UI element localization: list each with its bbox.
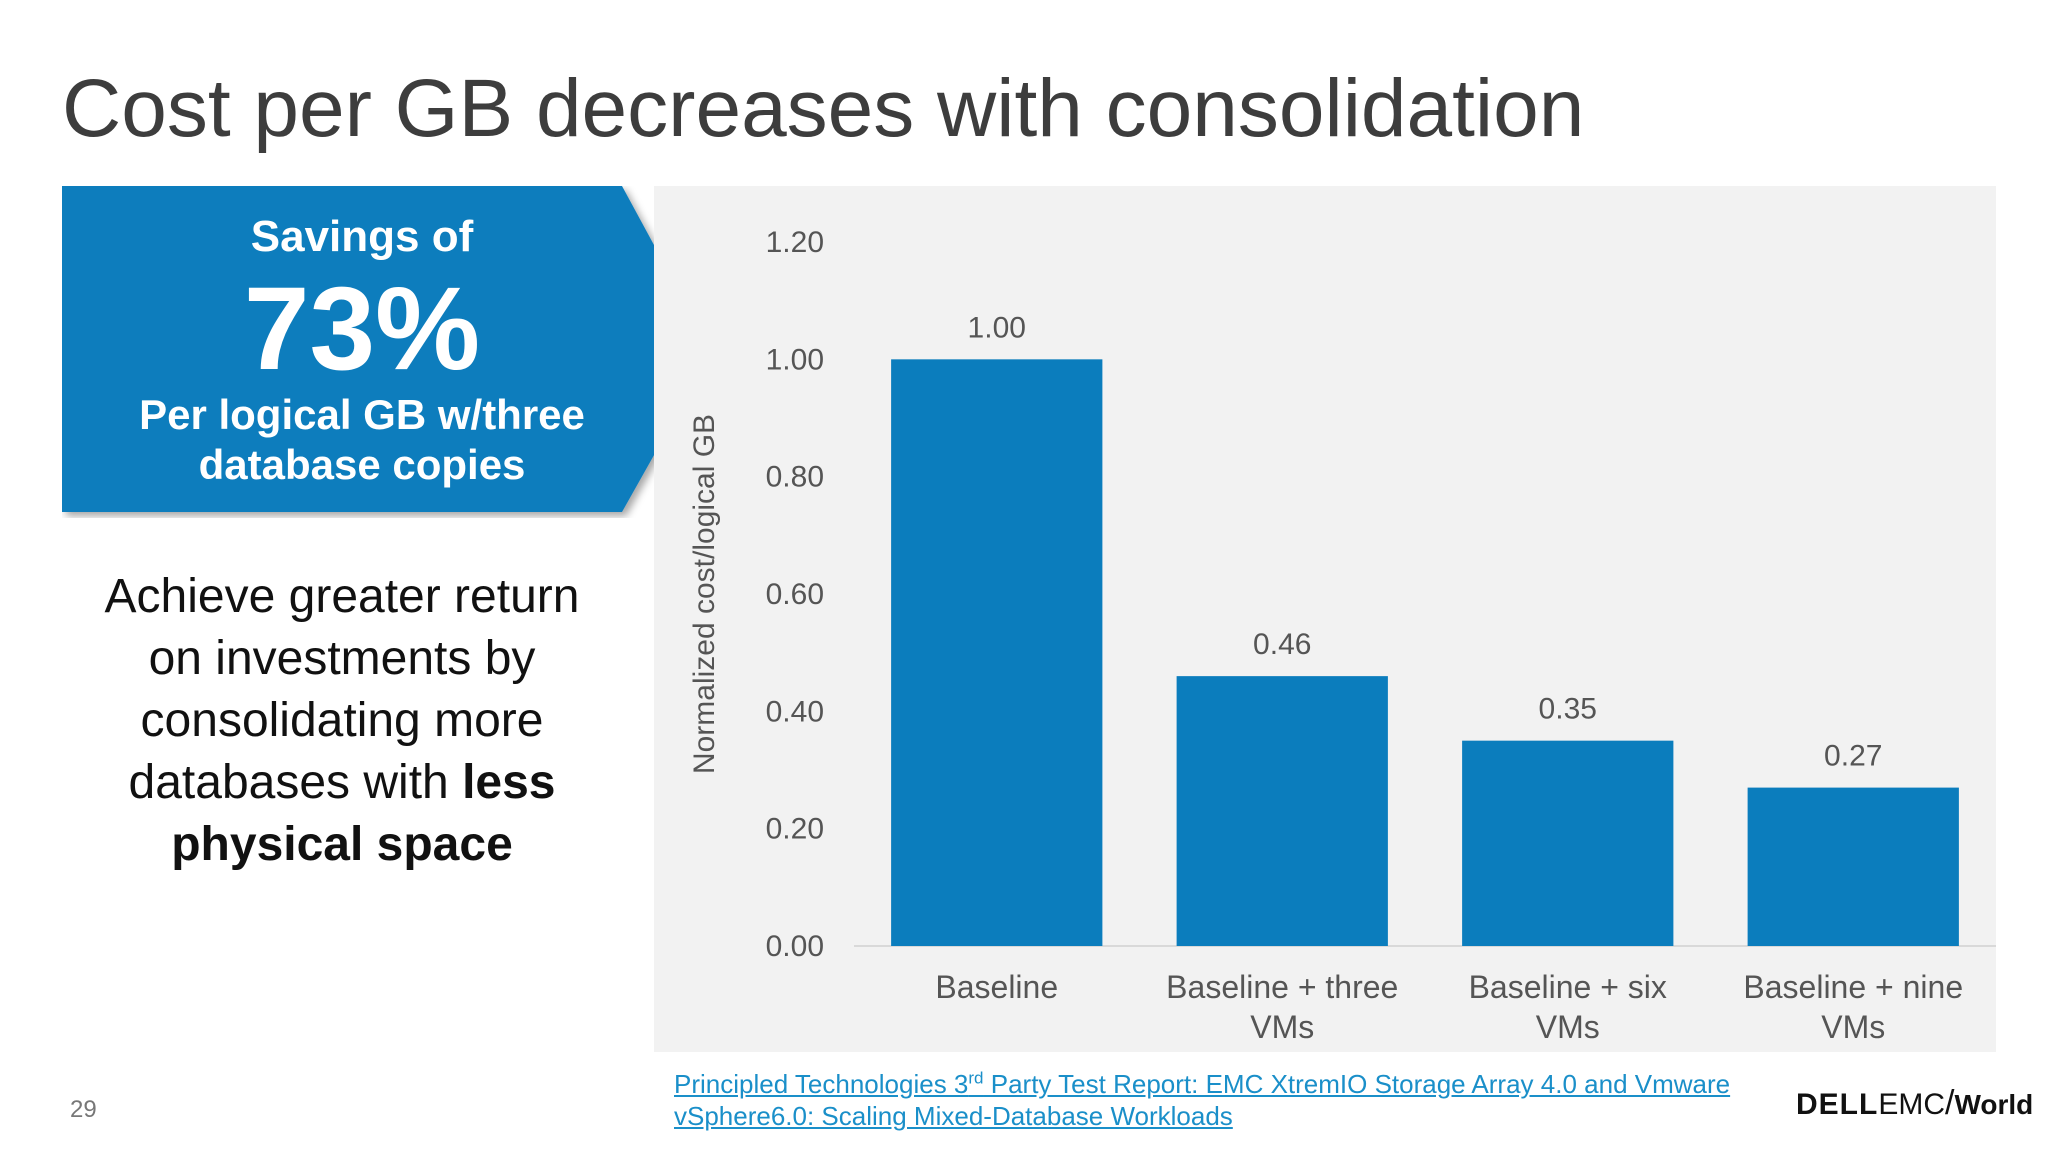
data-label-2: 0.35 bbox=[1539, 693, 1597, 726]
y-tick-label: 0.60 bbox=[766, 578, 824, 611]
callout-line-1: Per logical GB w/three bbox=[139, 391, 585, 438]
dell-emc-world-logo: DELLEMC/World bbox=[1796, 1084, 2033, 1128]
chart-panel: Normalized cost/logical GB 0.00 0.20 0.40 0.… bbox=[654, 186, 1996, 1052]
logo-world: World bbox=[1954, 1089, 2034, 1120]
footnote-part-2: Party Test Report: EMC XtremIO Storage A… bbox=[983, 1069, 1731, 1099]
data-label-1: 0.46 bbox=[1253, 628, 1311, 661]
callout-arrow-shape bbox=[62, 186, 712, 512]
logo-slash-icon: / bbox=[1945, 1084, 1955, 1122]
source-footnote-link[interactable]: Principled Technologies 3rd Party Test R… bbox=[674, 1068, 1774, 1132]
callout-line-2: database copies bbox=[198, 441, 526, 488]
body-line-5-bold: physical space bbox=[171, 818, 513, 871]
footnote-line-2: vSphere6.0: Scaling Mixed-Database Workl… bbox=[674, 1101, 1233, 1131]
body-line-1: Achieve greater return bbox=[104, 570, 580, 623]
slide-title: Cost per GB decreases with consolidation bbox=[62, 63, 1585, 154]
body-line-3: consolidating more bbox=[140, 694, 544, 747]
body-line-4: databases with bbox=[128, 756, 463, 809]
category-label-3: VMs bbox=[1821, 1009, 1885, 1045]
y-axis-label: Normalized cost/logical GB bbox=[688, 414, 721, 774]
category-label-1: VMs bbox=[1250, 1009, 1314, 1045]
y-tick-label: 0.20 bbox=[766, 813, 824, 846]
bar-1 bbox=[1176, 676, 1388, 946]
savings-callout: Savings of 73% Per logical GB w/three da… bbox=[62, 186, 722, 518]
category-label-3: Baseline + nine bbox=[1743, 969, 1963, 1005]
body-text: Achieve greater return on investments by… bbox=[62, 566, 622, 876]
footnote-superscript: rd bbox=[968, 1068, 984, 1088]
category-label-2: VMs bbox=[1536, 1009, 1600, 1045]
footnote-part-1: Principled Technologies 3 bbox=[674, 1069, 969, 1099]
y-tick-label: 0.80 bbox=[766, 461, 824, 494]
page-number: 29 bbox=[70, 1096, 97, 1123]
bar-3 bbox=[1747, 787, 1959, 946]
category-label-1: Baseline + three bbox=[1166, 969, 1398, 1005]
category-label-0: Baseline bbox=[935, 969, 1058, 1005]
data-label-3: 0.27 bbox=[1824, 740, 1882, 773]
logo-dell: DELL bbox=[1796, 1088, 1879, 1121]
y-tick-label: 1.00 bbox=[766, 343, 824, 376]
y-tick-label: 0.00 bbox=[766, 930, 824, 963]
callout-lead: Savings of bbox=[250, 212, 474, 261]
bar-2 bbox=[1462, 740, 1674, 946]
category-label-2: Baseline + six bbox=[1469, 969, 1667, 1005]
data-label-0: 1.00 bbox=[968, 311, 1026, 344]
body-line-2: on investments by bbox=[148, 632, 536, 685]
logo-emc: EMC bbox=[1878, 1088, 1945, 1121]
bar-chart: Normalized cost/logical GB 0.00 0.20 0.40 0.… bbox=[688, 226, 1996, 1045]
bar-0 bbox=[891, 359, 1103, 946]
y-tick-label: 1.20 bbox=[766, 226, 824, 259]
callout-percent: 73% bbox=[243, 263, 481, 395]
y-tick-label: 0.40 bbox=[766, 695, 824, 728]
body-line-4-bold: less bbox=[462, 756, 556, 809]
